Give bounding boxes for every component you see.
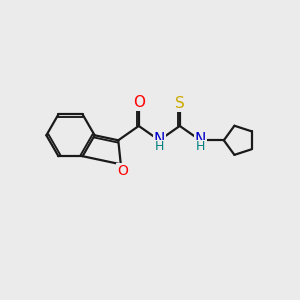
Text: S: S bbox=[175, 96, 184, 111]
Text: O: O bbox=[117, 164, 128, 178]
Text: H: H bbox=[196, 140, 205, 153]
Text: N: N bbox=[154, 132, 165, 147]
Text: N: N bbox=[195, 132, 206, 147]
Text: O: O bbox=[133, 95, 145, 110]
Text: H: H bbox=[154, 140, 164, 153]
